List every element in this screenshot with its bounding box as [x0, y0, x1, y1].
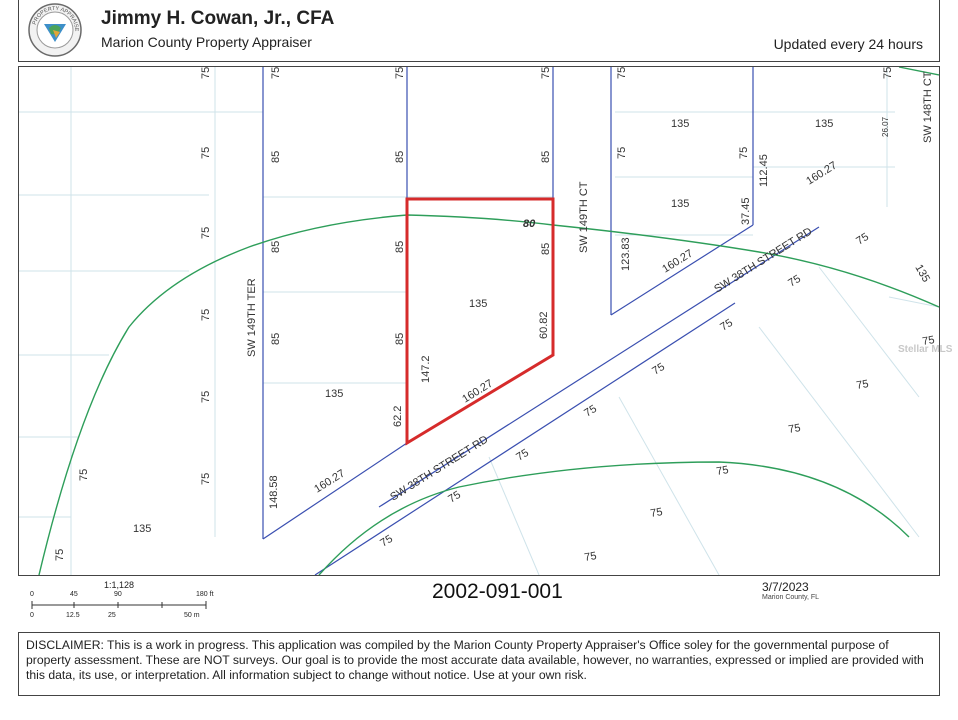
dim-label: 160.27 — [660, 248, 695, 276]
scale-bar: 1:1,128 0 45 90 180 ft 0 12.5 25 50 m — [18, 580, 218, 624]
dim-label: 75 — [616, 147, 628, 159]
dim-label: 135 — [912, 263, 932, 285]
dim-label: 75 — [200, 147, 212, 159]
dim-label: 160.27 — [312, 468, 347, 496]
parcel-lines — [262, 67, 820, 575]
scale-m-tick: 12.5 — [66, 612, 80, 619]
disclaimer-box: DISCLAIMER: This is a work in progress. … — [18, 632, 940, 696]
scale-ft-tick: 45 — [70, 591, 78, 598]
dim-label: 75 — [78, 469, 90, 481]
dim-label: 75 — [378, 533, 395, 550]
dim-label: 75 — [715, 464, 729, 478]
dim-label: 75 — [200, 67, 212, 79]
update-notice: Updated every 24 hours — [773, 36, 923, 52]
dim-label: 75 — [200, 473, 212, 485]
dim-label: 75 — [855, 378, 869, 392]
scale-ft-tick: 90 — [114, 591, 122, 598]
dim-label: 75 — [446, 489, 463, 506]
dim-label: 75 — [394, 67, 406, 79]
dim-label: 75 — [738, 147, 750, 159]
dimension-labels: 75 75 75 75 75 75 75 75 75 75 75 75 75 8… — [54, 67, 936, 564]
scale-ratio: 1:1,128 — [104, 580, 135, 590]
dim-label: 75 — [200, 309, 212, 321]
header: PROPERTY APPRAISER Jimmy H. Cowan, Jr., … — [18, 0, 940, 62]
page-title: Jimmy H. Cowan, Jr., CFA — [101, 8, 335, 29]
dim-label: 85 — [394, 241, 406, 253]
dim-label: 135 — [325, 388, 343, 400]
dim-label: 85 — [540, 151, 552, 163]
dim-label: 62.2 — [392, 406, 404, 427]
dim-label: 85 — [270, 241, 282, 253]
street-labels: SW 149TH TER SW 149TH CT SW 148TH CT SW … — [246, 71, 934, 503]
dim-label: 85 — [270, 151, 282, 163]
street-label-sw-148th-ct: SW 148TH CT — [922, 71, 934, 143]
disclaimer-text: DISCLAIMER: This is a work in progress. … — [26, 638, 924, 682]
dim-label: 75 — [540, 67, 552, 79]
scale-m-tick: 25 — [108, 612, 116, 619]
dim-label: 85 — [394, 333, 406, 345]
dim-label: 75 — [54, 549, 66, 561]
dim-label: 75 — [583, 550, 597, 564]
dim-label: 75 — [650, 361, 667, 378]
dim-label: 85 — [540, 243, 552, 255]
dim-label: 123.83 — [620, 237, 632, 271]
scale-m-tick: 0 — [30, 612, 34, 619]
scale-ft-tick: 180 ft — [196, 591, 214, 598]
page-subtitle: Marion County Property Appraiser — [101, 34, 312, 50]
dim-label: 75 — [582, 403, 599, 420]
parcel-map[interactable]: 75 75 75 75 75 75 75 75 75 75 75 75 75 8… — [18, 66, 940, 576]
watermark: Stellar MLS — [898, 344, 953, 355]
dim-label: 75 — [514, 447, 531, 464]
dim-label: 60.82 — [538, 311, 550, 339]
scale-ruler — [31, 601, 207, 609]
dim-label: 148.58 — [268, 475, 280, 509]
dim-label: 75 — [270, 67, 282, 79]
street-label-sw-149th-ct: SW 149TH CT — [578, 181, 590, 253]
dim-label: 75 — [787, 422, 801, 436]
scale-ft-tick: 0 — [30, 591, 34, 598]
dim-label: 75 — [649, 506, 663, 520]
dim-label: 26.07 — [881, 116, 890, 137]
street-label-sw-149th-ter: SW 149TH TER — [246, 278, 258, 357]
dim-label: 85 — [394, 151, 406, 163]
map-canvas[interactable]: 75 75 75 75 75 75 75 75 75 75 75 75 75 8… — [19, 67, 939, 575]
dim-label: 75 — [200, 227, 212, 239]
appraiser-seal-icon: PROPERTY APPRAISER — [27, 2, 82, 57]
dim-label: 112.45 — [758, 154, 770, 187]
dim-label: 75 — [718, 317, 735, 334]
county-label: Marion County, FL — [762, 594, 820, 601]
dim-label: 80 — [523, 218, 536, 230]
dim-label: 85 — [270, 333, 282, 345]
dim-label: 135 — [671, 118, 689, 130]
dim-label: 135 — [815, 118, 833, 130]
dim-label: 75 — [616, 67, 628, 79]
dim-label: 75 — [786, 273, 803, 290]
dim-label: 135 — [469, 298, 487, 310]
scale-m-tick: 50 m — [184, 612, 200, 619]
dim-label: 37.45 — [740, 197, 752, 225]
dim-label: 147.2 — [420, 355, 432, 383]
subject-parcel-outline[interactable] — [405, 197, 555, 446]
dim-label: 75 — [921, 334, 935, 348]
dim-label: 160.27 — [804, 160, 839, 188]
map-date: 3/7/2023 — [762, 580, 809, 594]
dim-label: 135 — [133, 523, 151, 535]
dim-label: 75 — [854, 231, 871, 248]
dim-label: 75 — [882, 67, 894, 79]
parcel-id: 2002-091-001 — [432, 580, 563, 603]
dim-label: 135 — [671, 198, 689, 210]
parcel-grid — [19, 67, 939, 575]
contour-lines — [38, 67, 939, 575]
dim-label: 75 — [200, 391, 212, 403]
